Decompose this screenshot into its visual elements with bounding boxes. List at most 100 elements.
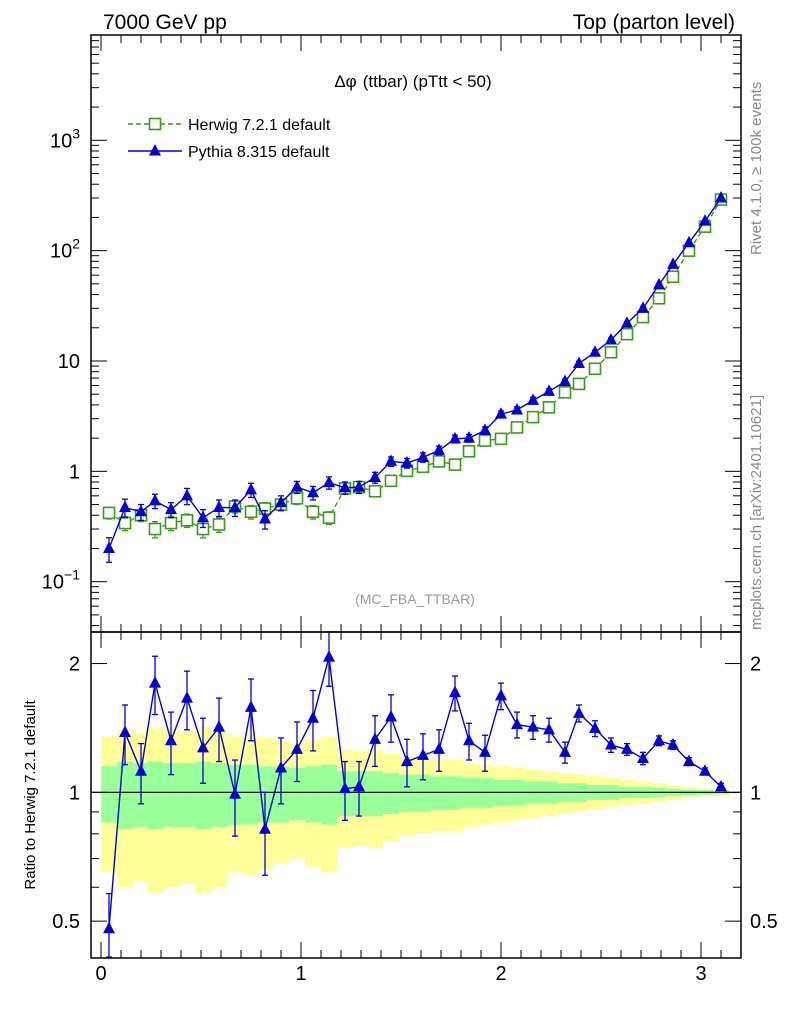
analysis-watermark: (MC_FBA_TTBAR) [355,591,475,607]
ratio-band-inner [321,764,338,825]
legend-label: Pythia 8.315 default [188,144,330,161]
ratio-pythia-point [417,748,429,760]
pythia-point [353,480,365,492]
pythia-point [323,475,335,488]
ratio-pythia-point [149,676,161,688]
ratio-pythia-point [197,740,209,753]
pythia-point [245,482,257,495]
herwig-point [636,310,650,324]
ratio-band-inner [367,771,384,817]
ratio-pythia-point [683,754,695,767]
herwig-point [572,377,586,391]
ratio-y-tick-labels: 0.5 0.5 1 1 2 2 [52,654,778,934]
ratio-band-inner [447,776,464,810]
main-y-tick-label: 102 [50,236,80,263]
ratio-pythia-point [213,720,225,732]
ratio-band-inner [163,763,180,827]
ratio-band-inner [289,767,306,821]
legend-label: Herwig 7.2.1 default [188,117,331,134]
ratio-pythia-point [495,688,507,701]
legend: Herwig 7.2.1 default Pythia 8.315 default [128,117,331,161]
herwig-point [102,506,116,520]
pythia-point [433,443,445,455]
ratio-pythia-point [353,779,365,792]
tick-base: 10 [58,351,80,373]
ratio-pythia-line [108,656,722,929]
ratio-uncertainty-bands [101,727,730,894]
ratio-pythia-point [621,742,633,754]
main-axis-ticks [91,34,742,632]
x-tick-label: 3 [695,963,706,985]
herwig-point [558,386,572,399]
pythia-point [291,480,303,492]
pythia-point [197,510,209,523]
ratio-pythia-point [511,717,523,730]
ratio-pythia-point [323,650,335,662]
main-y-tick-label: 103 [50,125,80,152]
x-tick-label: 1 [295,963,306,985]
header-left: 7000 GeV pp [103,11,227,34]
ratio-pythia-point [699,764,711,776]
ratio-pythia-point [119,725,131,737]
legend-marker [149,144,161,156]
ratio-pythia-point [135,764,147,776]
ratio-pythia-point [463,733,475,746]
pythia-point [605,332,617,345]
pythia-point [495,407,507,419]
pythia-point [449,431,461,444]
pythia-point [637,301,649,313]
ratio-pythia-point [339,781,351,794]
ratio-pythia-point [401,754,413,767]
legend-item-pythia: Pythia 8.315 default [128,144,330,161]
tick-base: 1 [69,461,80,483]
ratio-plot-panel: 0.5 0.5 1 1 2 2 0 1 2 3 Ratio to Herwig 7.2.1 de… [22,631,778,985]
ratio-pythia-point [715,779,727,792]
ratio-band-inner [101,766,118,823]
ratio-y-tick-label-left: 0.5 [52,911,80,933]
herwig-point [448,458,462,471]
herwig-point [462,444,476,458]
tick-base: 10 [50,130,72,152]
ratio-band-inner [211,763,228,827]
ratio-pythia-point [229,787,241,799]
tick-exponent: 3 [72,125,80,141]
main-y-tick-label: 1 [69,461,80,483]
ratio-pythia-point [275,760,287,773]
herwig-point [148,522,162,536]
herwig-point [432,455,446,468]
herwig-point [416,460,430,474]
ratio-pythia-point [307,711,319,723]
ratio-band-inner [195,761,212,830]
ratio-plot-frame [90,631,742,959]
ratio-pythia-point [245,700,257,712]
herwig-point [322,511,336,525]
tick-exponent: 2 [72,236,80,252]
ratio-band-inner [399,774,416,812]
ratio-y-tick-label-right: 2 [750,654,761,676]
pythia-point [229,500,241,513]
pythia-point [479,423,491,435]
pythia-point [307,485,319,498]
herwig-point [666,270,680,284]
ratio-pythia-point [667,738,679,750]
pythia-point [369,470,381,482]
ratio-pythia-point [385,709,397,722]
herwig-point [180,514,194,527]
ratio-pythia-point [527,720,539,732]
ratio-pythia-point [433,742,445,754]
herwig-point [384,474,398,488]
ratio-band-inner [243,764,260,825]
pythia-point [135,504,147,517]
herwig-point [542,401,556,414]
herwig-point [212,518,226,531]
main-y-tick-label: 10−1 [42,567,80,594]
ratio-y-tick-label-left: 2 [69,654,80,676]
plot-title-symbol: Δφ [334,72,356,91]
pythia-point [543,384,555,396]
legend-item-herwig: Herwig 7.2.1 default [128,117,331,134]
ratio-pythia-point [605,738,617,750]
pythia-point [385,454,397,466]
herwig-point [368,484,382,498]
